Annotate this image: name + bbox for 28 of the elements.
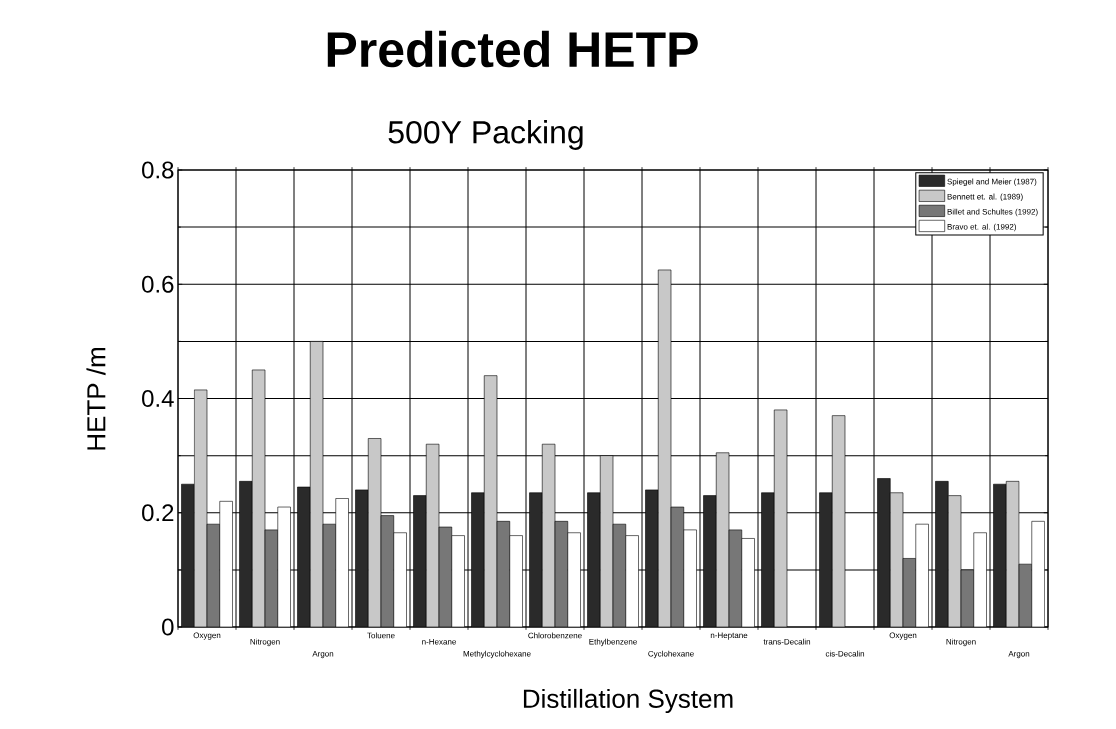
y-tick-label: 0.4	[142, 390, 174, 407]
x-tick-label: Chlorobenzene	[528, 632, 582, 639]
y-tick-label: 0.6	[142, 275, 174, 293]
y-tick-label: 0.8	[142, 161, 174, 179]
x-tick-label: Oxygen	[889, 632, 917, 640]
legend-label: Spiegel and Meier (1987)	[947, 178, 1037, 187]
x-axis-title: Distillation System	[523, 688, 733, 714]
legend-label: Billet and Schultes (1992)	[947, 208, 1038, 217]
x-tick-label: Nitrogen	[250, 638, 280, 647]
legend-label: Bravo et. al. (1992)	[947, 223, 1016, 232]
x-tick-label: n-Hexane	[422, 638, 456, 645]
y-tick-label: 0.2	[142, 504, 174, 522]
y-axis-title: HETP /m	[86, 348, 106, 450]
y-tick-label: 0	[162, 618, 174, 636]
x-tick-label: n-Heptane	[710, 632, 748, 640]
x-tick-label: Ethylbenzene	[589, 638, 637, 647]
x-tick-label: Argon	[1008, 650, 1030, 659]
chart-subtitle: 500Y Packing	[388, 120, 583, 150]
x-tick-label: Oxygen	[193, 632, 221, 640]
x-tick-label: Toluene	[367, 632, 395, 639]
x-tick-label: cis-Decalin	[825, 650, 865, 657]
x-tick-label: Cyclohexane	[648, 650, 694, 659]
x-tick-label: Methylcyclohexane	[463, 650, 531, 659]
legend-label: Bennett et. al. (1989)	[947, 193, 1023, 202]
x-tick-label: Nitrogen	[946, 638, 976, 647]
x-tick-label: Argon	[312, 650, 334, 659]
x-tick-label: trans-Decalin	[763, 638, 811, 645]
chart-title: Predicted HETP	[327, 30, 698, 68]
